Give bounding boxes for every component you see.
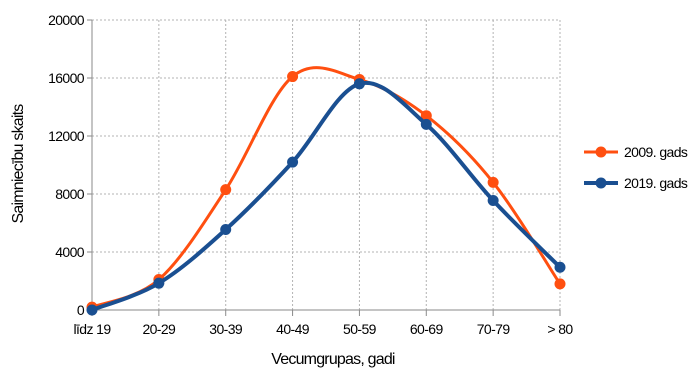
data-point: [353, 78, 365, 90]
x-tick-label: 40-49: [276, 321, 310, 337]
data-point: [287, 71, 299, 83]
data-point: [487, 195, 499, 207]
legend-marker: [595, 146, 607, 158]
data-point: [487, 176, 499, 188]
data-point: [153, 277, 165, 289]
data-point: [287, 156, 299, 168]
data-point: [420, 110, 432, 122]
series-line: [90, 80, 562, 312]
x-tick-label: 30-39: [209, 321, 243, 337]
y-tick-labels: 0 4000 8000 12000 16000 20000: [48, 12, 85, 318]
x-tick-labels: līdz 19 20-29 30-39 40-49 50-59 60-69 70-79 > 8…: [73, 321, 574, 337]
y-axis-title: Saimniecību skaits: [10, 104, 27, 224]
legend: 2009. gads 2019. gads: [584, 144, 688, 191]
x-tick-label: 20-29: [142, 321, 176, 337]
legend-marker: [595, 177, 607, 189]
series-1: [86, 78, 566, 316]
legend-item: 2019. gads: [584, 175, 688, 191]
x-tick-label: 50-59: [343, 321, 377, 337]
y-tick-label: 16000: [48, 70, 85, 86]
x-tick-label: 60-69: [410, 321, 444, 337]
y-tick-label: 0: [77, 302, 85, 318]
y-tick-label: 8000: [55, 186, 85, 202]
data-point: [554, 261, 566, 273]
x-tick-label: 70-79: [477, 321, 511, 337]
gridlines: [92, 19, 561, 310]
y-tick-label: 12000: [48, 128, 85, 144]
data-point: [220, 184, 232, 196]
x-tick-label: > 80: [547, 321, 573, 337]
legend-item: 2009. gads: [584, 144, 688, 160]
data-series: [86, 66, 566, 316]
data-point: [86, 304, 98, 316]
legend-label: 2019. gads: [624, 175, 688, 191]
x-tick-label: līdz 19: [73, 321, 111, 337]
y-tick-label: 4000: [55, 244, 85, 260]
data-point: [220, 224, 232, 236]
x-axis-title: Vecumgrupas, gadi: [271, 351, 395, 368]
data-point: [554, 278, 566, 290]
legend-label: 2009. gads: [624, 144, 688, 160]
data-point: [420, 118, 432, 130]
y-tick-label: 20000: [48, 12, 85, 28]
